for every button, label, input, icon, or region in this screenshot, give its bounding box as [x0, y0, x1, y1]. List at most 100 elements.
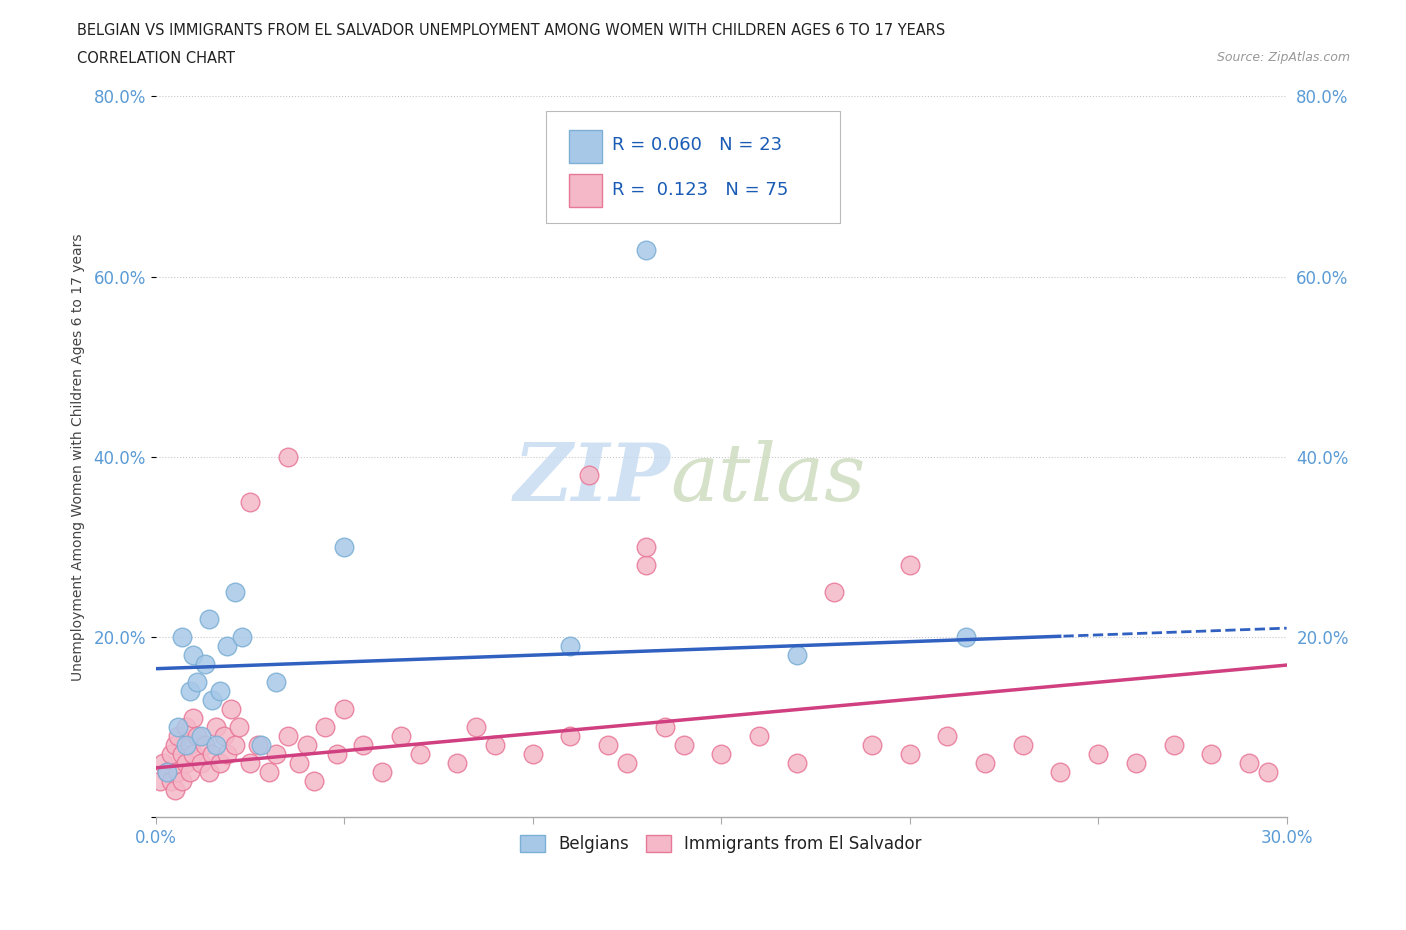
Text: R = 0.060   N = 23: R = 0.060 N = 23 — [612, 137, 782, 154]
Point — [217, 639, 239, 654]
Point — [314, 720, 336, 735]
Point — [823, 585, 845, 600]
Point — [208, 756, 231, 771]
Text: R =  0.123   N = 75: R = 0.123 N = 75 — [612, 181, 787, 199]
Point — [194, 657, 217, 671]
Legend: Belgians, Immigrants from El Salvador: Belgians, Immigrants from El Salvador — [513, 828, 928, 859]
Text: atlas: atlas — [671, 440, 866, 517]
Point — [295, 737, 318, 752]
Point — [179, 737, 201, 752]
Point — [197, 612, 219, 627]
Point — [522, 747, 544, 762]
Point — [786, 756, 808, 771]
Point — [266, 747, 288, 762]
Point — [208, 684, 231, 698]
Point — [167, 720, 190, 735]
Point — [277, 729, 299, 744]
Point — [352, 737, 374, 752]
Point — [616, 756, 638, 771]
Point — [1163, 737, 1185, 752]
Point — [266, 675, 288, 690]
Point — [578, 468, 600, 483]
Point — [212, 729, 235, 744]
Point — [148, 774, 170, 789]
Point — [288, 756, 311, 771]
Point — [239, 756, 262, 771]
Point — [172, 630, 194, 644]
Point — [257, 764, 280, 779]
Point — [224, 585, 246, 600]
Point — [167, 764, 190, 779]
Point — [1087, 747, 1109, 762]
Point — [672, 737, 695, 752]
Point — [160, 774, 183, 789]
Point — [484, 737, 506, 752]
Point — [219, 702, 242, 717]
Y-axis label: Unemployment Among Women with Children Ages 6 to 17 years: Unemployment Among Women with Children A… — [72, 233, 86, 681]
Point — [446, 756, 468, 771]
Point — [1257, 764, 1279, 779]
Point — [1011, 737, 1033, 752]
Point — [174, 737, 197, 752]
Point — [389, 729, 412, 744]
FancyBboxPatch shape — [546, 111, 839, 222]
Text: CORRELATION CHART: CORRELATION CHART — [77, 51, 235, 66]
Point — [183, 747, 205, 762]
Point — [179, 684, 201, 698]
Point — [231, 630, 253, 644]
FancyBboxPatch shape — [568, 174, 602, 206]
Point — [194, 737, 217, 752]
Point — [163, 783, 186, 798]
Point — [371, 764, 394, 779]
Point — [224, 737, 246, 752]
Point — [163, 737, 186, 752]
Point — [955, 630, 977, 644]
Point — [333, 702, 356, 717]
Point — [201, 747, 224, 762]
FancyBboxPatch shape — [568, 129, 602, 163]
Point — [246, 737, 269, 752]
Point — [1049, 764, 1071, 779]
Point — [167, 729, 190, 744]
Point — [152, 756, 174, 771]
Point — [325, 747, 347, 762]
Point — [898, 747, 921, 762]
Point — [277, 449, 299, 464]
Point — [898, 558, 921, 573]
Point — [250, 737, 273, 752]
Point — [1237, 756, 1260, 771]
Point — [156, 764, 179, 779]
Point — [936, 729, 959, 744]
Point — [654, 720, 676, 735]
Text: BELGIAN VS IMMIGRANTS FROM EL SALVADOR UNEMPLOYMENT AMONG WOMEN WITH CHILDREN AG: BELGIAN VS IMMIGRANTS FROM EL SALVADOR U… — [77, 23, 946, 38]
Point — [190, 729, 212, 744]
Point — [239, 495, 262, 510]
Point — [748, 729, 770, 744]
Point — [560, 729, 582, 744]
Point — [560, 639, 582, 654]
Point — [201, 693, 224, 708]
Text: Source: ZipAtlas.com: Source: ZipAtlas.com — [1216, 51, 1350, 64]
Point — [174, 720, 197, 735]
Point — [197, 764, 219, 779]
Point — [710, 747, 733, 762]
Point — [860, 737, 883, 752]
Point — [217, 747, 239, 762]
Point — [465, 720, 488, 735]
Point — [156, 764, 179, 779]
Text: ZIP: ZIP — [513, 440, 671, 517]
Point — [190, 756, 212, 771]
Point — [634, 242, 657, 257]
Point — [174, 756, 197, 771]
Point — [183, 711, 205, 725]
Point — [333, 539, 356, 554]
Point — [205, 737, 228, 752]
Point — [598, 737, 620, 752]
Point — [172, 774, 194, 789]
Point — [408, 747, 430, 762]
Point — [974, 756, 997, 771]
Point — [634, 539, 657, 554]
Point — [160, 747, 183, 762]
Point — [205, 720, 228, 735]
Point — [1125, 756, 1147, 771]
